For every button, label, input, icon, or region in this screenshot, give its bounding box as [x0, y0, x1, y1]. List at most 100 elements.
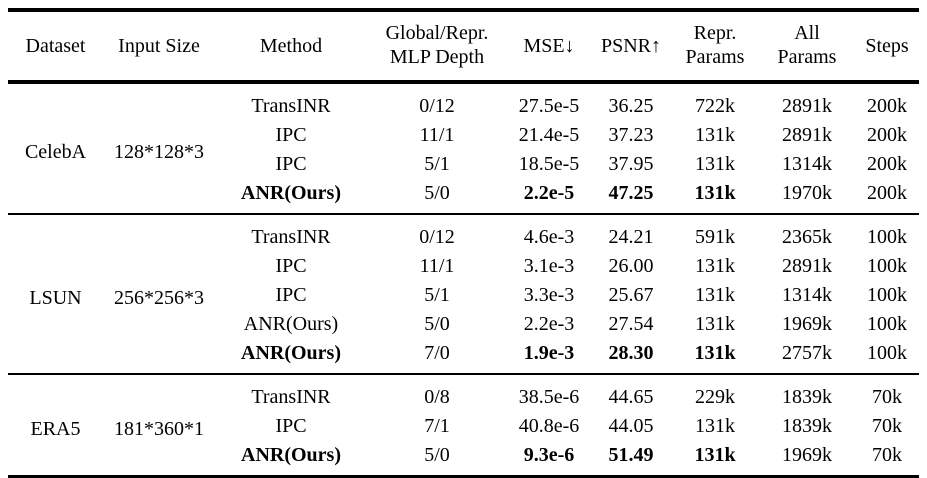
col-header-mse: MSE↓ — [523, 35, 575, 57]
steps-cell: 100k — [867, 341, 907, 364]
depth-cell: 0/8 — [424, 385, 450, 408]
table-row: ANR(Ours) 5/0 2.2e-3 27.54 131k 1969k 10… — [8, 309, 919, 338]
repr-params-cell: 722k — [695, 94, 735, 117]
dataset-cell: CelebA — [24, 141, 87, 163]
col-header-psnr: PSNR↑ — [600, 35, 662, 57]
steps-cell: 200k — [867, 94, 907, 117]
group-lsun: LSUN 256*256*3 TransINR 0/12 4.6e-3 24.2… — [8, 214, 919, 374]
mse-cell: 21.4e-5 — [518, 123, 580, 146]
psnr-cell: 26.00 — [608, 254, 654, 277]
psnr-cell: 44.65 — [608, 385, 654, 408]
col-header-steps: Steps — [865, 35, 909, 57]
method-cell: IPC — [275, 283, 307, 306]
steps-cell: 200k — [867, 181, 907, 204]
method-cell: IPC — [275, 254, 307, 277]
all-params-cell: 1839k — [782, 414, 832, 437]
input-size-cell: 128*128*3 — [114, 141, 204, 163]
depth-cell: 0/12 — [419, 225, 455, 248]
mse-cell: 2.2e-5 — [523, 181, 575, 204]
method-cell: IPC — [275, 123, 307, 146]
col-header-input-size: Input Size — [118, 35, 200, 57]
col-header-all-params-line1: All — [794, 22, 820, 45]
repr-params-cell: 131k — [695, 312, 735, 335]
mse-cell: 1.9e-3 — [523, 341, 575, 364]
steps-cell: 100k — [867, 312, 907, 335]
depth-cell: 11/1 — [419, 123, 455, 146]
group-era5: ERA5 181*360*1 TransINR 0/8 38.5e-6 44.6… — [8, 374, 919, 477]
steps-cell: 100k — [867, 283, 907, 306]
psnr-cell: 47.25 — [608, 181, 654, 204]
col-header-all-params: All Params — [759, 10, 855, 82]
method-cell: TransINR — [251, 385, 331, 408]
depth-cell: 5/0 — [424, 443, 450, 466]
mse-cell: 3.3e-3 — [523, 283, 575, 306]
mse-cell: 38.5e-6 — [518, 385, 580, 408]
repr-params-cell: 131k — [695, 254, 735, 277]
psnr-cell: 27.54 — [608, 312, 654, 335]
psnr-cell: 37.23 — [608, 123, 654, 146]
repr-params-cell: 591k — [695, 225, 735, 248]
method-cell: ANR(Ours) — [241, 181, 341, 204]
table-header: Dataset Input Size Method Global/Repr. M… — [8, 10, 919, 82]
repr-params-cell: 131k — [695, 414, 735, 437]
method-cell: ANR(Ours) — [241, 341, 341, 364]
depth-cell: 5/1 — [424, 283, 450, 306]
repr-params-cell: 131k — [695, 283, 735, 306]
all-params-cell: 1839k — [782, 385, 832, 408]
table-row: IPC 5/1 3.3e-3 25.67 131k 1314k 100k — [8, 280, 919, 309]
mse-cell: 4.6e-3 — [523, 225, 575, 248]
results-table: Dataset Input Size Method Global/Repr. M… — [8, 8, 919, 478]
method-cell: IPC — [275, 414, 307, 437]
depth-cell: 7/1 — [424, 414, 450, 437]
all-params-cell: 2891k — [782, 94, 832, 117]
psnr-cell: 24.21 — [608, 225, 654, 248]
input-size-cell: 181*360*1 — [114, 417, 204, 440]
header-row: Dataset Input Size Method Global/Repr. M… — [8, 10, 919, 82]
psnr-cell: 25.67 — [608, 283, 654, 306]
col-header-repr-params: Repr. Params — [671, 10, 759, 82]
steps-cell: 100k — [867, 254, 907, 277]
col-header-method: Method — [259, 35, 323, 57]
steps-cell: 70k — [872, 385, 902, 408]
all-params-cell: 2757k — [782, 341, 832, 364]
psnr-cell: 51.49 — [608, 443, 654, 466]
psnr-cell: 36.25 — [608, 94, 654, 117]
dataset-cell: LSUN — [29, 286, 82, 309]
col-header-repr-params-line1: Repr. — [693, 22, 737, 45]
all-params-cell: 2891k — [782, 123, 832, 146]
col-header-repr-params-line2: Params — [685, 46, 745, 68]
all-params-cell: 1969k — [782, 312, 832, 335]
col-header-dataset: Dataset — [25, 35, 86, 57]
dataset-cell: ERA5 — [30, 417, 81, 440]
all-params-cell: 1969k — [782, 443, 832, 466]
table-row: IPC 5/1 18.5e-5 37.95 131k 1314k 200k — [8, 149, 919, 178]
input-size-cell: 256*256*3 — [114, 286, 204, 309]
psnr-cell: 28.30 — [608, 341, 654, 364]
table-row: ANR(Ours) 5/0 2.2e-5 47.25 131k 1970k 20… — [8, 178, 919, 214]
col-header-mlp-depth-line1: Global/Repr. — [385, 22, 489, 45]
psnr-cell: 44.05 — [608, 414, 654, 437]
depth-cell: 11/1 — [419, 254, 455, 277]
table-row: ANR(Ours) 5/0 9.3e-6 51.49 131k 1969k 70… — [8, 440, 919, 477]
depth-cell: 7/0 — [424, 341, 450, 364]
table-row: IPC 7/1 40.8e-6 44.05 131k 1839k 70k — [8, 411, 919, 440]
table-row: IPC 11/1 21.4e-5 37.23 131k 2891k 200k — [8, 120, 919, 149]
steps-cell: 200k — [867, 123, 907, 146]
mse-cell: 2.2e-3 — [523, 312, 575, 335]
mse-cell: 9.3e-6 — [523, 443, 575, 466]
method-cell: TransINR — [251, 225, 331, 248]
depth-cell: 5/0 — [424, 181, 450, 204]
method-cell: IPC — [275, 152, 307, 175]
mse-cell: 27.5e-5 — [518, 94, 580, 117]
table-row: ERA5 181*360*1 TransINR 0/8 38.5e-6 44.6… — [8, 374, 919, 439]
depth-cell: 5/1 — [424, 152, 450, 175]
table-row: IPC 11/1 3.1e-3 26.00 131k 2891k 100k — [8, 251, 919, 280]
repr-params-cell: 229k — [695, 385, 735, 408]
method-cell: ANR(Ours) — [241, 443, 341, 466]
table-row: LSUN 256*256*3 TransINR 0/12 4.6e-3 24.2… — [8, 214, 919, 308]
mse-cell: 40.8e-6 — [518, 414, 580, 437]
steps-cell: 100k — [867, 225, 907, 248]
repr-params-cell: 131k — [694, 181, 736, 204]
all-params-cell: 2891k — [782, 254, 832, 277]
col-header-all-params-line2: Params — [777, 46, 837, 68]
